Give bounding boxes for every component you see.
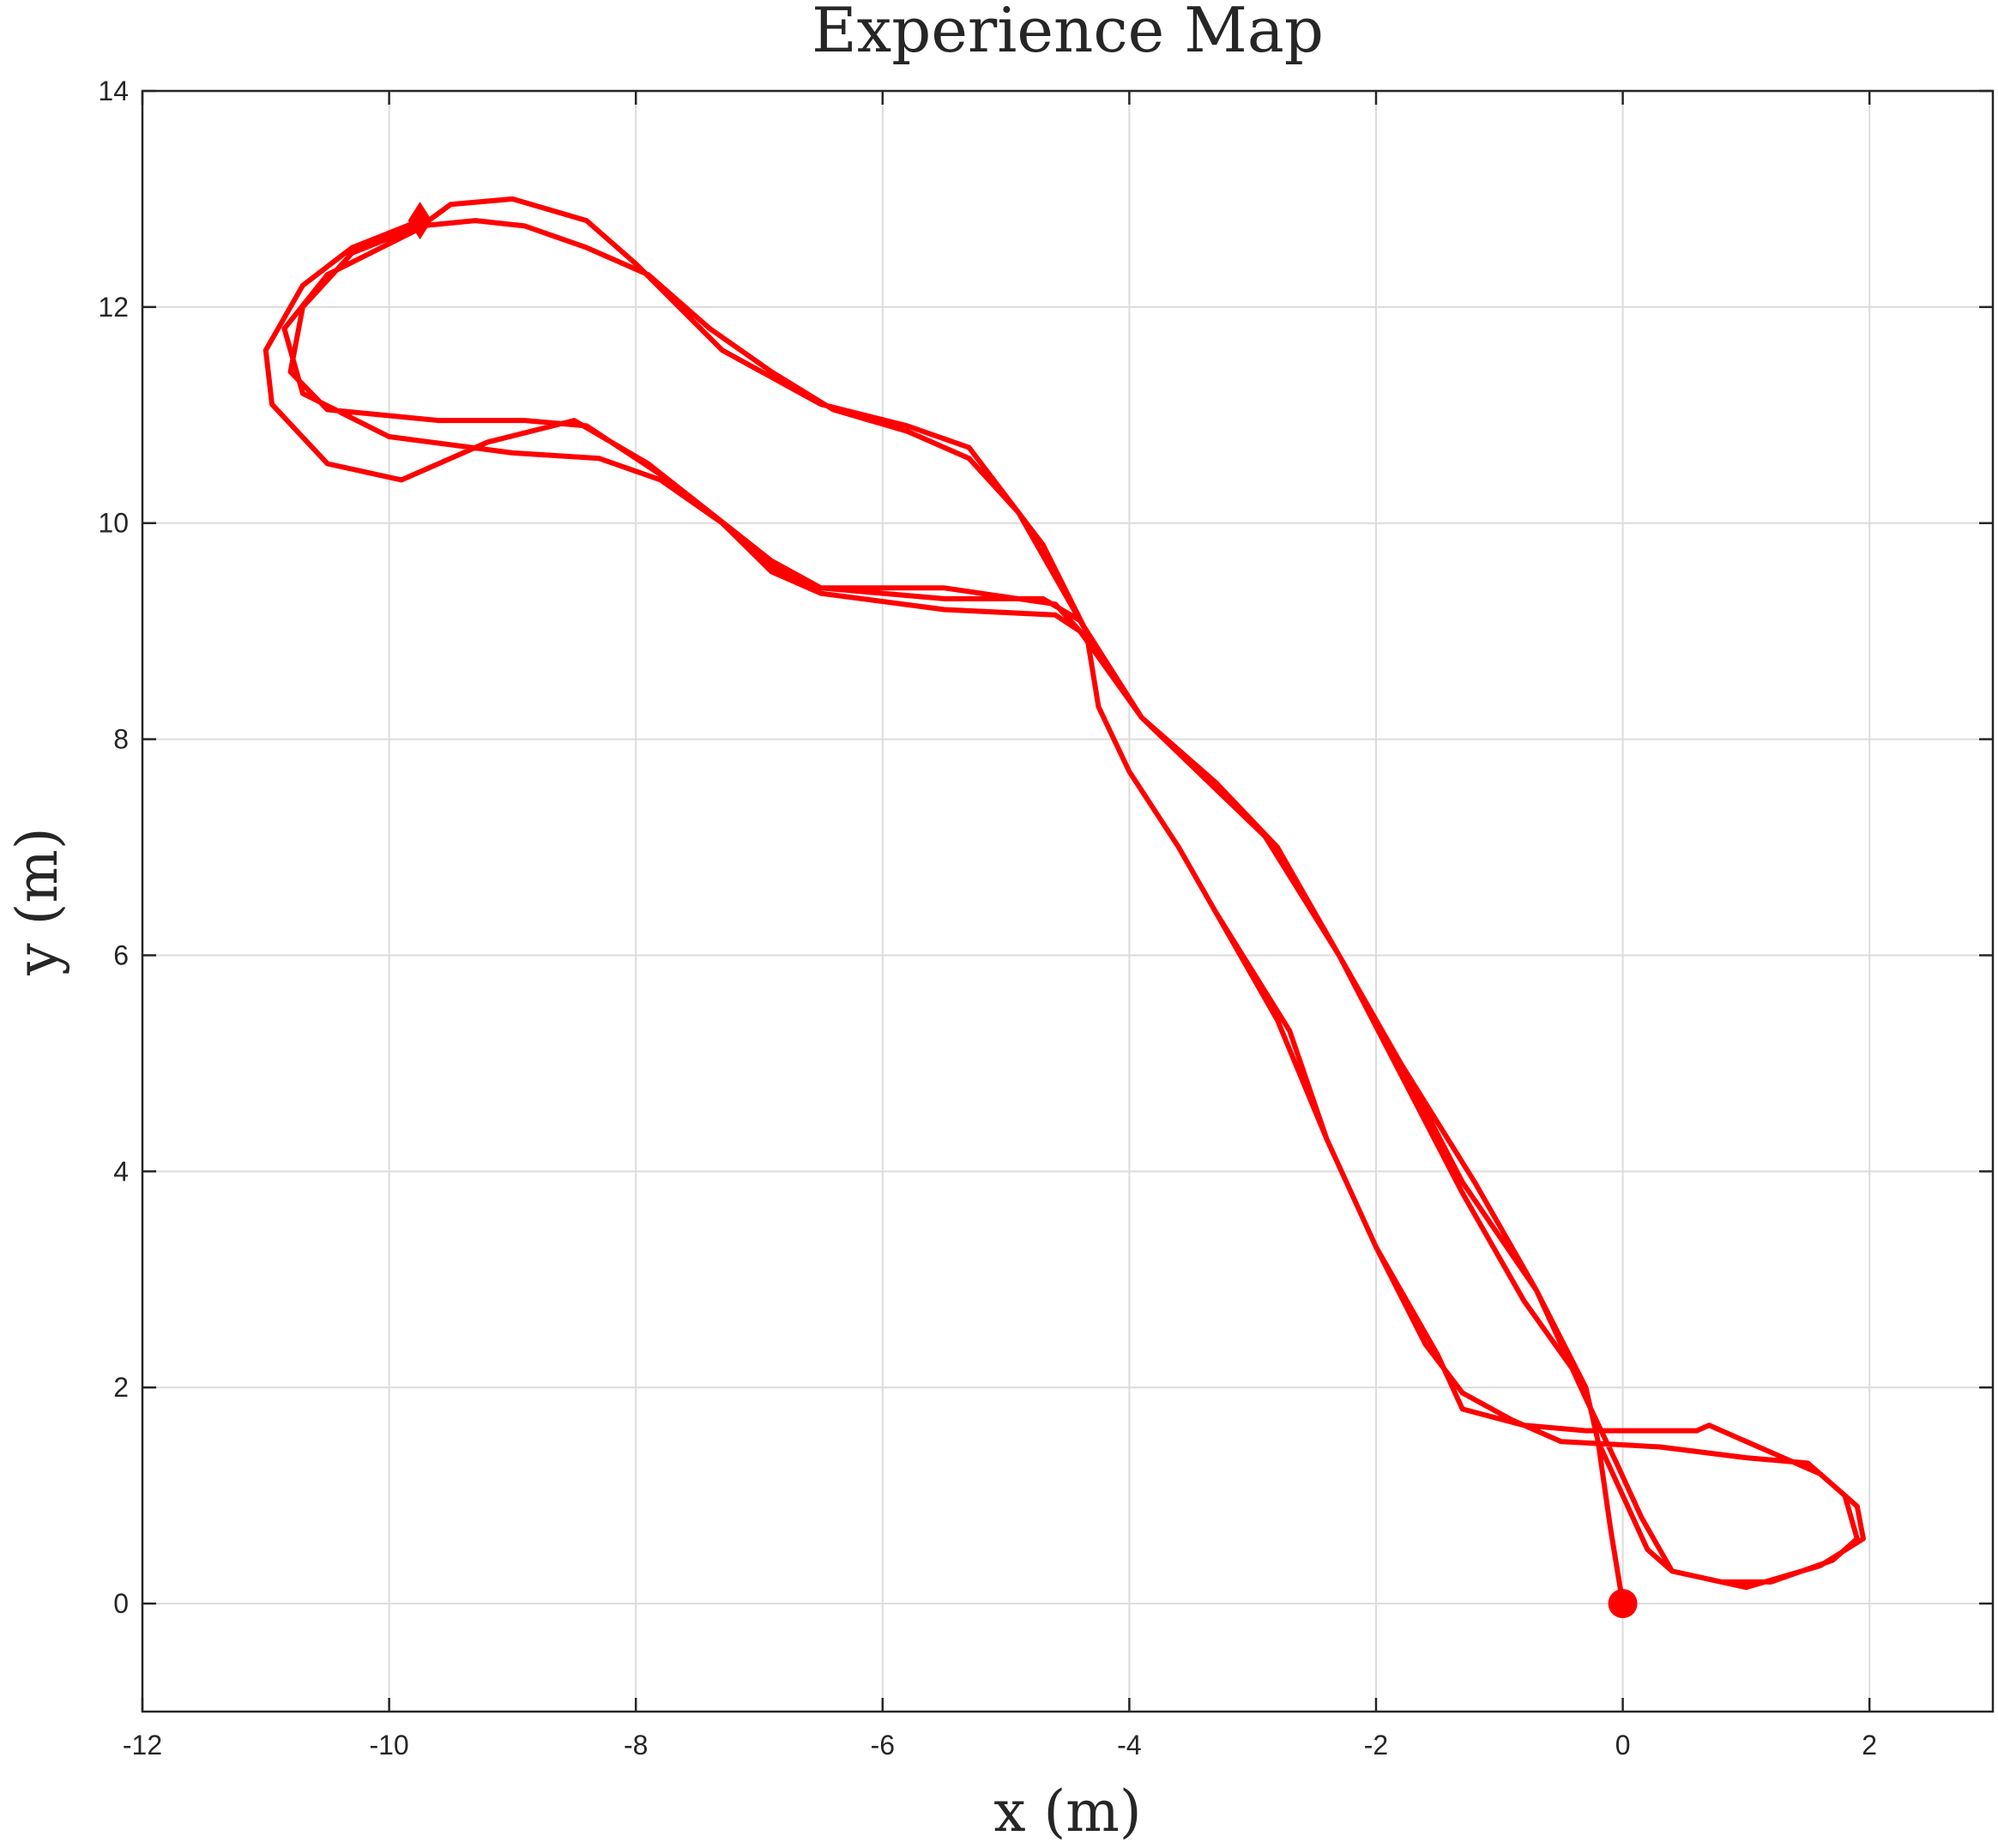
y-axis-label: y (m) bbox=[4, 827, 70, 975]
x-tick-label: -10 bbox=[369, 1730, 408, 1760]
x-tick-label: 0 bbox=[1615, 1730, 1631, 1760]
y-tick-label: 6 bbox=[113, 939, 129, 970]
axis-ticks bbox=[141, 89, 1993, 1712]
chart-title: Experience Map bbox=[812, 0, 1324, 66]
y-tick-label: 2 bbox=[113, 1372, 129, 1403]
x-tick-label: -12 bbox=[123, 1730, 162, 1760]
start-marker bbox=[1608, 1589, 1638, 1619]
plot-frame bbox=[141, 89, 1995, 1713]
grid bbox=[142, 90, 1993, 1712]
x-tick-label: 2 bbox=[1862, 1730, 1877, 1760]
x-tick-label: -8 bbox=[624, 1730, 648, 1760]
x-tick-label: -6 bbox=[871, 1730, 895, 1760]
tick-labels: -12 -10 -8 -6 -4 -2 0 2 0 2 4 6 8 10 12 14 bbox=[98, 75, 1877, 1760]
y-tick-label: 8 bbox=[113, 724, 129, 755]
y-tick-label: 4 bbox=[113, 1156, 129, 1187]
end-marker bbox=[407, 202, 432, 240]
y-tick-label: 0 bbox=[113, 1588, 129, 1619]
y-tick-label: 14 bbox=[98, 75, 129, 106]
y-tick-label: 12 bbox=[98, 292, 129, 323]
trajectory-line bbox=[263, 196, 1866, 1607]
x-axis-label: x (m) bbox=[993, 1779, 1141, 1845]
markers bbox=[407, 202, 1638, 1619]
x-tick-label: -4 bbox=[1117, 1730, 1141, 1760]
x-tick-label: -2 bbox=[1364, 1730, 1388, 1760]
y-tick-label: 10 bbox=[98, 508, 129, 539]
